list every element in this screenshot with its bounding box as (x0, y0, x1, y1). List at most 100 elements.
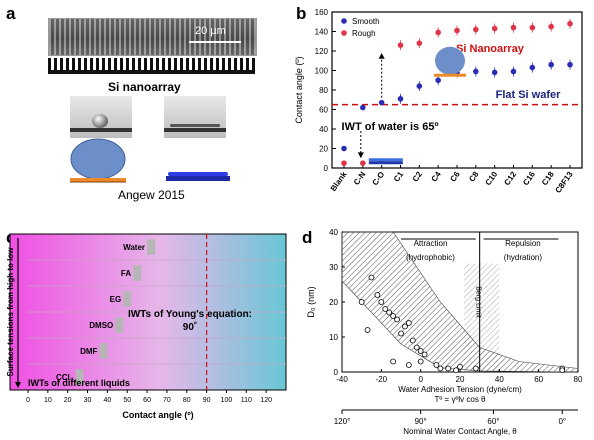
data-point-d (405, 320, 412, 326)
xtick-label-b: Blank (329, 170, 349, 193)
category-label-c: FA (121, 269, 131, 278)
ytick-label-b: 100 (315, 67, 329, 76)
data-point-d (402, 323, 408, 330)
xtick-label-c: 50 (123, 397, 131, 404)
chart-b: 0 20 40 60 80 100 120 140 160 Contact angle (º) Bl… (294, 8, 583, 195)
data-point-d (374, 292, 381, 298)
point-rough (567, 20, 573, 27)
ylabel-b: Contact angle (º) (294, 56, 304, 123)
ytick-label-d: 10 (329, 333, 338, 342)
repulsion-label-d: Repulsion (505, 239, 541, 248)
xtick-label-c: 70 (163, 397, 171, 404)
point-rough (548, 23, 554, 30)
point-smooth (473, 68, 479, 75)
iwt-liquids-text-c: IWTs of different liquids (28, 378, 130, 388)
ytick-label-b: 140 (315, 28, 329, 37)
point-smooth (529, 64, 536, 71)
data-point-d (421, 351, 428, 358)
legend-marker-rough (341, 30, 347, 36)
citation: Angew 2015 (118, 188, 185, 202)
xtick-label-c: 20 (64, 397, 72, 404)
point-rough (435, 29, 441, 36)
secondary-tick-label-d: 60° (487, 417, 499, 426)
equation-d: Tº = γºlv cos θ (435, 395, 487, 404)
xtick-label-d: 60 (534, 375, 543, 384)
berg-region-d (463, 263, 500, 372)
ytick-label-d: 30 (329, 263, 338, 272)
xlabel-c: Contact angle (º) (122, 410, 193, 420)
ytick-label-b: 160 (315, 8, 329, 17)
nanoarray-schematic (48, 58, 255, 70)
bar-c (123, 291, 132, 307)
xtick-label-d: 40 (495, 375, 504, 384)
xtick-label-b: C4 (430, 170, 444, 184)
data-point-d (394, 316, 400, 323)
data-point-d (390, 358, 397, 365)
xtick-label-d: 0 (418, 375, 423, 384)
chart-c: Water FA EG DMSO DMF CCl₄ 0 10 20 30 40 50 60 70 80 90 1… (6, 233, 287, 420)
data-point-d (445, 365, 452, 372)
xtick-label-b: C16 (521, 170, 537, 188)
secondary-tick-label-d: 90° (415, 417, 427, 426)
category-label-c: EG (110, 295, 122, 304)
data-point-d (437, 365, 444, 372)
legend-label-rough: Rough (352, 29, 376, 38)
ytick-label-b: 20 (319, 145, 328, 154)
xlabel2-d: Nominal Water Contact Angle, θ (403, 427, 517, 436)
xtick-label-d: 20 (456, 375, 465, 384)
scale-bar (189, 41, 241, 43)
category-label-c: DMSO (89, 321, 113, 330)
point-rough (510, 24, 517, 31)
xlabel-d: Water Adhesion Tension (dyne/cm) (398, 385, 522, 394)
data-point-d (364, 327, 371, 333)
panel-b-label: b (296, 4, 307, 23)
annotation-smooth: Flat Si wafer (496, 89, 562, 101)
bar-c (147, 239, 156, 255)
data-point-d (405, 362, 412, 368)
category-label-c: Water (123, 243, 145, 252)
data-point-d (382, 306, 389, 312)
data-point-d (386, 309, 393, 316)
berg-label-d: Berg Limit (475, 286, 482, 318)
data-point-d (559, 367, 566, 374)
smooth-substrate-icon (166, 176, 230, 181)
point-rough (491, 25, 498, 32)
point-smooth (567, 61, 573, 68)
legend-marker-smooth (341, 18, 347, 24)
smooth-substrate-icon-b (368, 161, 403, 165)
xtick-label-b: C1 (392, 170, 406, 184)
data-point-d (413, 344, 420, 351)
xtick-label-c: 30 (84, 397, 92, 404)
xtick-label-b: C18 (540, 170, 556, 188)
young-text-line2-c: 90˚ (183, 321, 197, 333)
droplet-photo-smooth (164, 96, 226, 138)
secondary-tick-label-d: 0° (558, 417, 566, 426)
ytick-label-d: 40 (329, 228, 338, 237)
ytick-label-b: 0 (324, 164, 329, 173)
point-smooth (491, 69, 498, 76)
xtick-label-c: 40 (103, 397, 111, 404)
point-smooth (510, 68, 517, 75)
xtick-label-b: C-N (352, 170, 368, 187)
xtick-label-b: C8F13 (553, 170, 574, 195)
xtick-label-c: 10 (44, 397, 52, 404)
ytick-label-b: 120 (315, 47, 329, 56)
ytick-label-b: 60 (319, 106, 328, 115)
arrowhead-up-b (378, 52, 385, 59)
category-label-c: CCl₄ (56, 373, 74, 382)
xtick-label-b: C8 (467, 170, 481, 184)
data-point-d (398, 330, 404, 337)
xtick-label-c: 80 (183, 397, 191, 404)
data-point-d (390, 313, 397, 319)
xtick-label-b: C2 (411, 170, 425, 184)
xtick-label-c: 120 (260, 397, 272, 404)
bar-c (75, 369, 84, 385)
point-rough (473, 26, 479, 33)
point-rough (360, 160, 366, 166)
point-smooth (360, 104, 366, 111)
xtick-label-c: 60 (143, 397, 151, 404)
repulsion-sub-d: (hydration) (504, 253, 543, 262)
nanoarray-caption: Si nanoarray (108, 80, 181, 94)
rough-droplet-icon (70, 138, 126, 180)
sem-image: 20 µm (48, 18, 257, 56)
